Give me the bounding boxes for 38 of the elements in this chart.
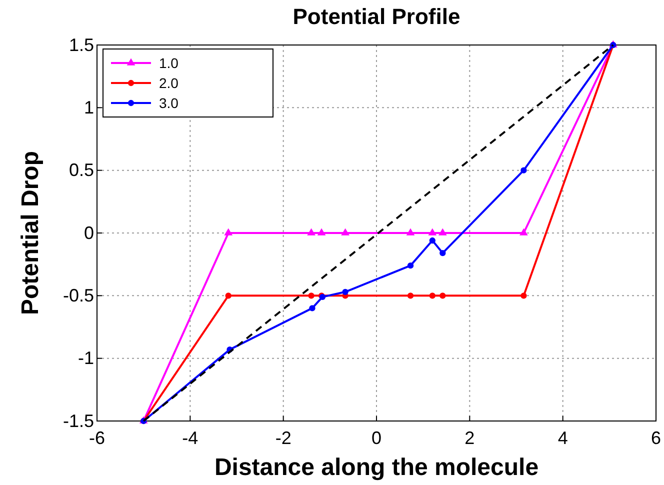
y-tick-label: -0.5 xyxy=(62,285,94,306)
point xyxy=(342,288,348,295)
y-tick-label: 1.5 xyxy=(68,34,94,55)
point xyxy=(307,228,316,236)
point xyxy=(308,292,314,299)
point xyxy=(520,167,527,174)
point xyxy=(309,305,316,312)
point xyxy=(440,292,446,299)
point xyxy=(317,228,326,236)
point xyxy=(429,292,436,299)
point xyxy=(520,228,528,236)
chart-title: Potential Profile xyxy=(292,4,460,29)
point xyxy=(224,228,233,236)
point xyxy=(406,228,415,236)
x-tick-label: 4 xyxy=(558,428,568,448)
y-tick-label: 0.5 xyxy=(68,160,94,180)
x-tick-label: -2 xyxy=(275,428,292,448)
legend-label: 2.0 xyxy=(159,75,179,91)
y-tick-label: -1 xyxy=(78,348,94,368)
point xyxy=(520,292,527,299)
point xyxy=(429,237,436,244)
legend-label: 3.0 xyxy=(159,95,179,111)
point xyxy=(225,292,232,299)
point xyxy=(341,228,350,236)
y-tick-label: 1 xyxy=(84,97,94,118)
point xyxy=(440,250,446,256)
point xyxy=(428,228,437,236)
x-tick-label: -4 xyxy=(182,428,198,448)
legend-label: 1.0 xyxy=(159,55,179,71)
x-tick-label: 6 xyxy=(650,428,662,448)
point xyxy=(438,228,447,236)
point xyxy=(407,262,414,269)
x-tick-label: 2 xyxy=(464,428,475,448)
point xyxy=(407,292,414,299)
y-axis-title: Potential Drop xyxy=(17,150,44,316)
y-tick-label: 0 xyxy=(84,222,94,243)
x-tick-label: 0 xyxy=(371,428,382,448)
x-axis-title: Distance along the molecule xyxy=(214,454,539,481)
